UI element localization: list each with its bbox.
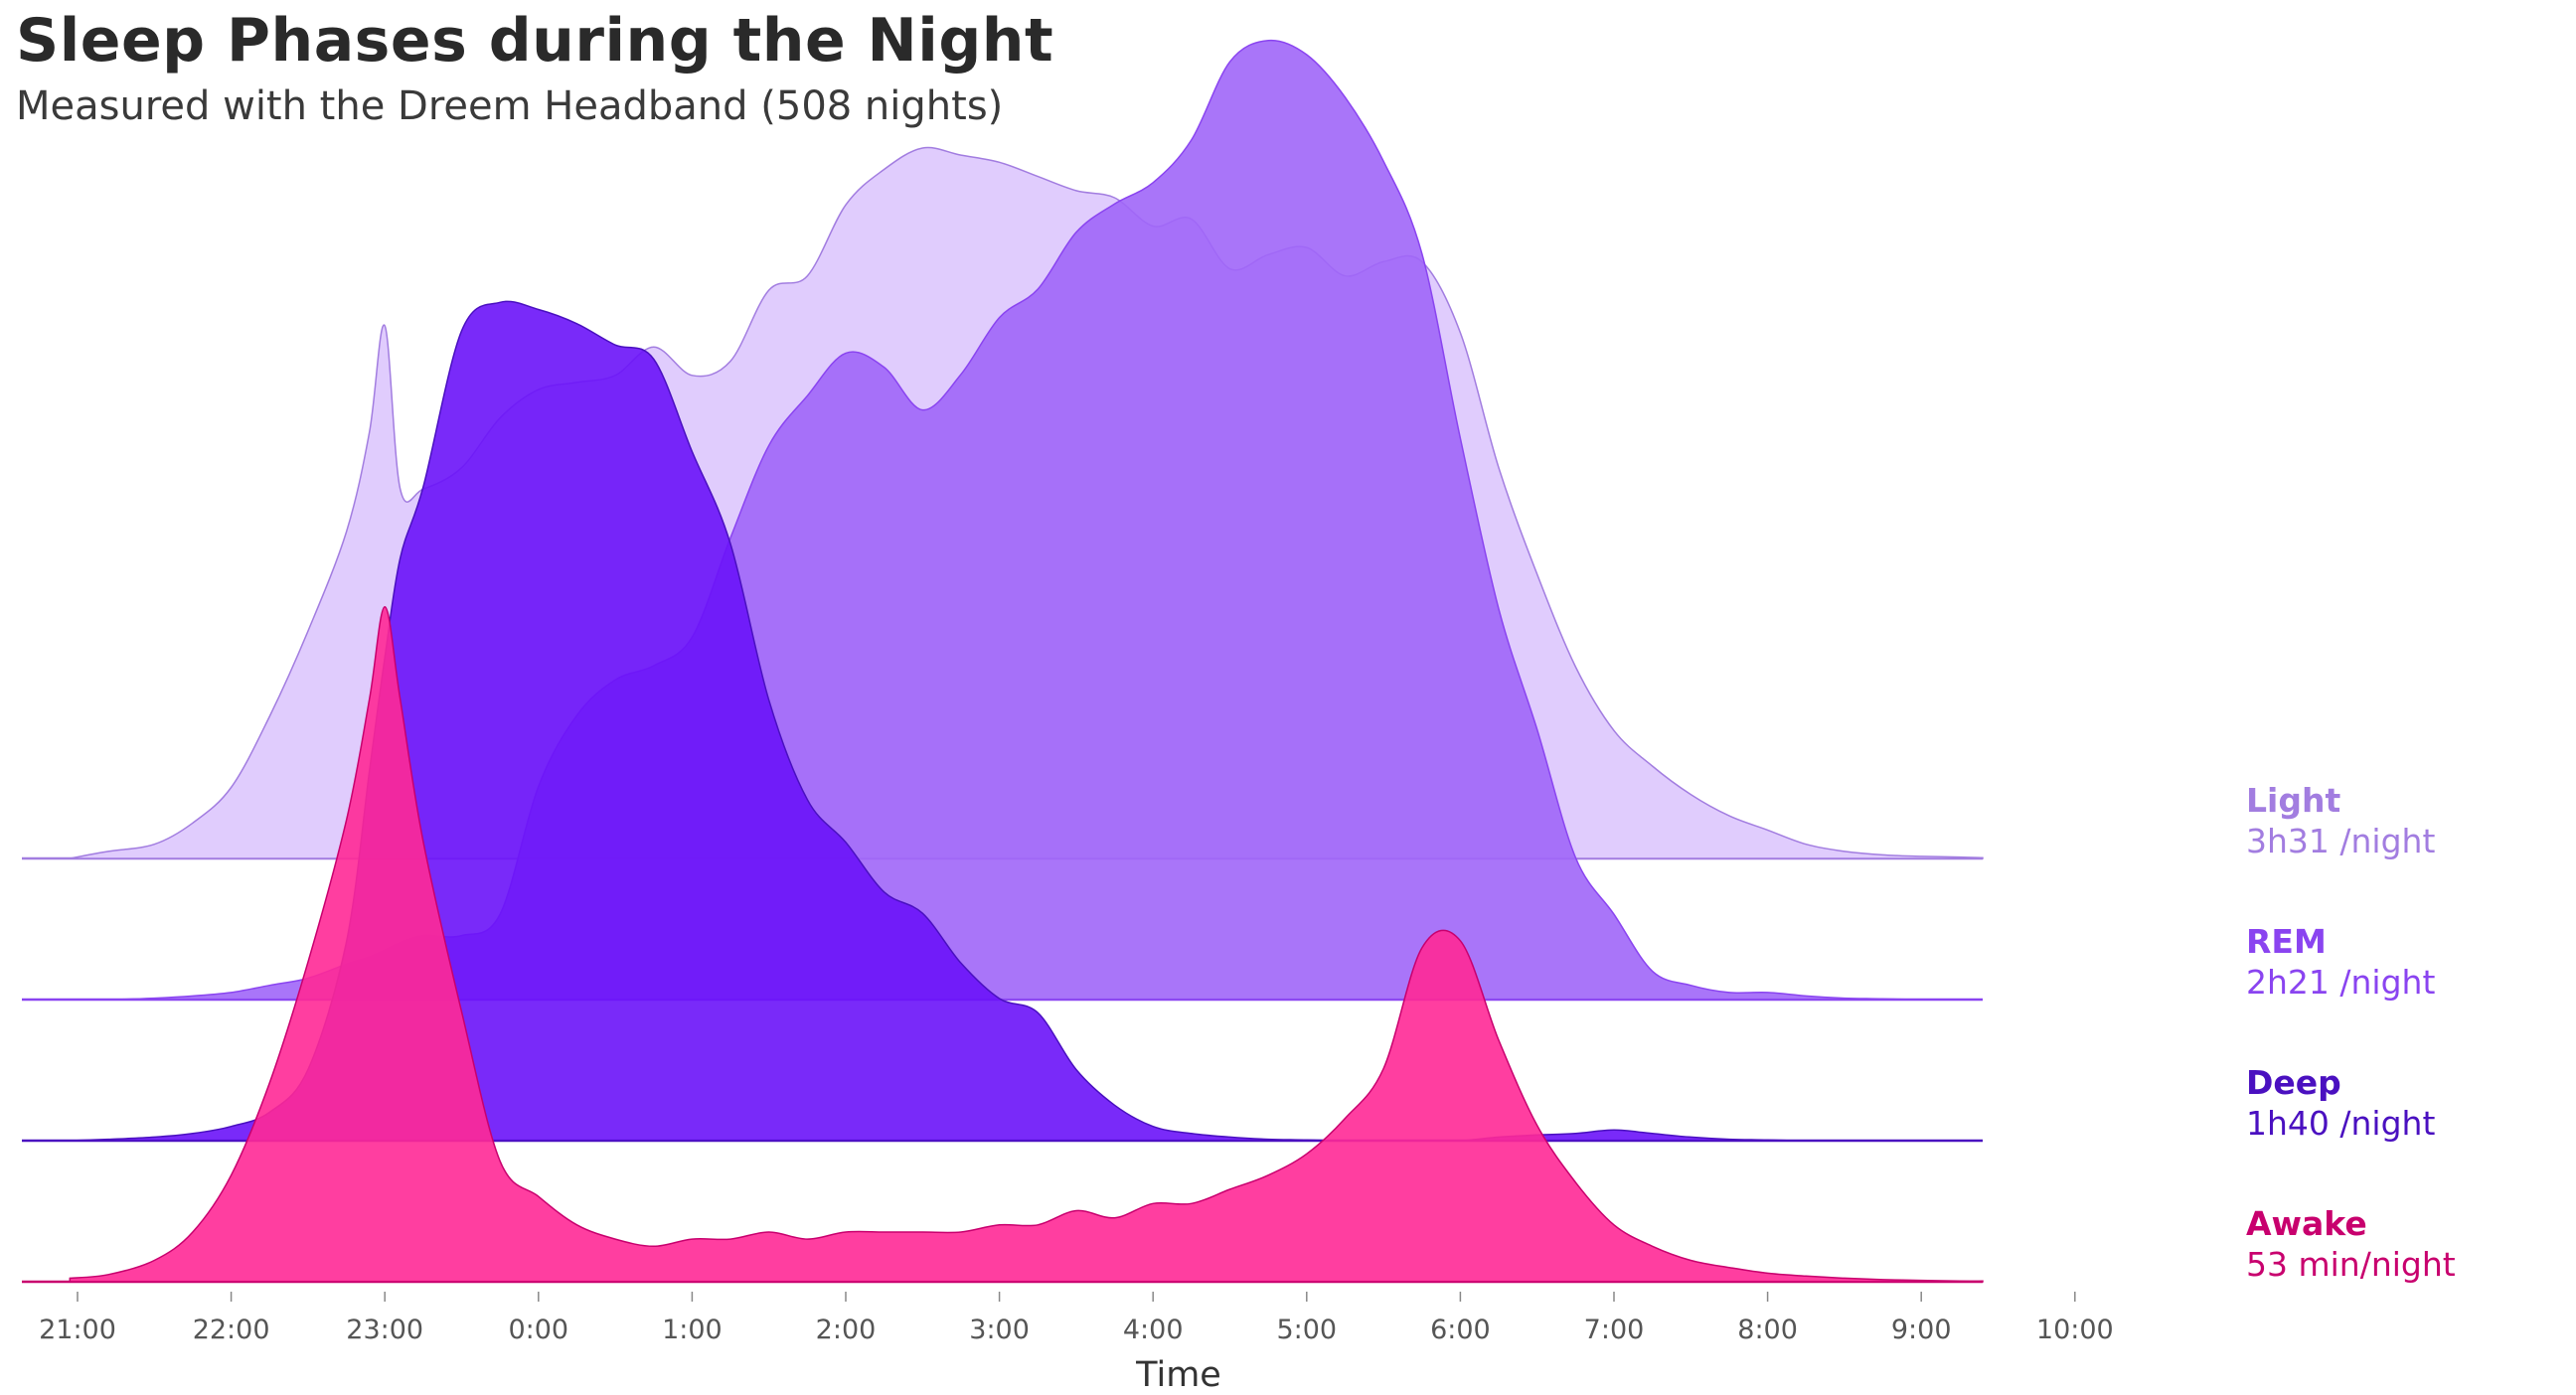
x-tick-label: 1:00 [662,1315,723,1345]
chart-subtitle: Measured with the Dreem Headband (508 ni… [16,83,1004,129]
x-tick-label: 0:00 [508,1315,568,1345]
x-tick-label: 9:00 [1891,1315,1952,1345]
legend-summary-rem: 2h21 /night [2246,963,2435,1002]
legend-summary-awake: 53 min/night [2246,1245,2456,1284]
legend-name-deep: Deep [2246,1063,2341,1102]
x-tick-label: 4:00 [1123,1315,1184,1345]
x-tick-label: 6:00 [1430,1315,1491,1345]
x-tick-label: 2:00 [816,1315,877,1345]
x-tick-label: 23:00 [346,1315,423,1345]
x-tick-label: 21:00 [39,1315,116,1345]
area-awake [69,606,1984,1283]
x-tick-label: 7:00 [1584,1315,1645,1345]
legend-name-awake: Awake [2246,1204,2367,1243]
legend-name-light: Light [2246,781,2340,820]
legend-summary-deep: 1h40 /night [2246,1104,2435,1143]
x-axis-label: Time [1135,1355,1221,1395]
x-tick-label: 10:00 [2036,1315,2114,1345]
chart-title: Sleep Phases during the Night [16,6,1054,76]
x-tick-label: 22:00 [193,1315,270,1345]
legend-name-rem: REM [2246,922,2327,961]
x-tick-label: 8:00 [1737,1315,1798,1345]
legend-summary-light: 3h31 /night [2246,822,2435,860]
x-tick-label: 5:00 [1276,1315,1337,1345]
x-tick-label: 3:00 [969,1315,1030,1345]
